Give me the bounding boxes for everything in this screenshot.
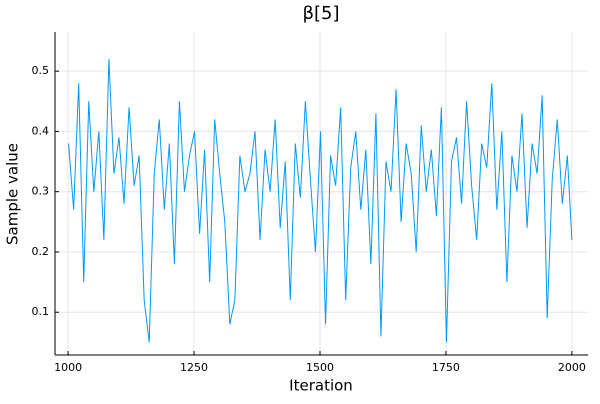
x-tick-label: 1250 (180, 361, 208, 374)
y-tick-label: 0.5 (32, 64, 50, 77)
x-tick-label: 1000 (54, 361, 82, 374)
chart-title: β[5] (303, 3, 340, 24)
x-tick-label: 1750 (432, 361, 460, 374)
y-tick-label: 0.2 (32, 245, 50, 258)
x-axis-label: Iteration (289, 377, 353, 395)
y-tick-label: 0.1 (32, 305, 50, 318)
y-tick-label: 0.3 (32, 185, 50, 198)
y-tick-label: 0.4 (32, 124, 50, 137)
y-axis-label: Sample value (4, 143, 22, 245)
trace-line (68, 59, 573, 343)
x-tick-label: 2000 (558, 361, 586, 374)
x-tick-label: 1500 (306, 361, 334, 374)
